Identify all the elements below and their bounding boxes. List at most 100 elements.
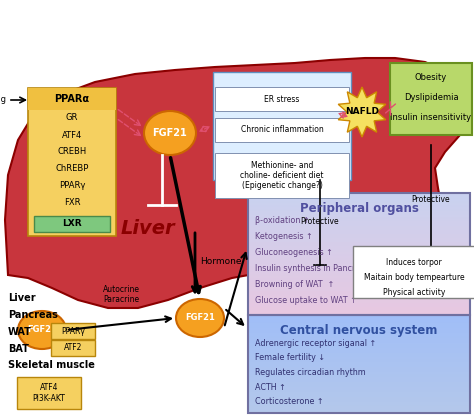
Bar [248, 367, 470, 369]
Bar [248, 390, 470, 392]
Ellipse shape [176, 299, 224, 337]
Bar [248, 336, 470, 338]
Bar [248, 380, 470, 382]
Bar [248, 383, 470, 385]
Bar [248, 215, 470, 217]
Bar [248, 221, 470, 224]
Bar [248, 323, 470, 325]
Text: Regulates circadian rhythm: Regulates circadian rhythm [255, 368, 366, 377]
Bar [248, 347, 470, 349]
FancyBboxPatch shape [28, 88, 116, 110]
Bar [248, 296, 470, 299]
Text: β-oxidation ↑: β-oxidation ↑ [255, 216, 310, 225]
Bar [248, 321, 470, 323]
Bar [248, 324, 470, 327]
Bar [248, 364, 470, 366]
Bar [248, 385, 470, 387]
Text: PPARα: PPARα [55, 94, 90, 104]
Text: ER stress: ER stress [264, 95, 300, 103]
Bar [248, 306, 470, 309]
Text: Skeletal muscle: Skeletal muscle [8, 360, 95, 370]
Text: Female fertility ↓: Female fertility ↓ [255, 354, 325, 362]
Bar [248, 398, 470, 400]
Text: Ketogenesis ↑: Ketogenesis ↑ [255, 232, 313, 241]
Bar [248, 233, 470, 236]
FancyBboxPatch shape [17, 377, 81, 409]
Bar [248, 378, 470, 380]
Bar [248, 280, 470, 283]
Text: Maitain body tempearture: Maitain body tempearture [364, 273, 465, 282]
Bar [248, 231, 470, 234]
Text: Insulin insensitivity: Insulin insensitivity [391, 112, 472, 122]
Text: Peripheral organs: Peripheral organs [300, 202, 419, 215]
Bar [248, 332, 470, 334]
FancyBboxPatch shape [353, 246, 474, 298]
Text: Adrenergic receptor siganal ↑: Adrenergic receptor siganal ↑ [255, 339, 376, 348]
Text: Pancreas: Pancreas [8, 310, 58, 320]
Bar [248, 298, 470, 301]
Bar [248, 352, 470, 354]
Polygon shape [338, 87, 386, 137]
FancyBboxPatch shape [390, 63, 472, 135]
Bar [248, 403, 470, 405]
Bar [248, 268, 470, 270]
Text: FGF21: FGF21 [27, 325, 57, 334]
Bar [248, 243, 470, 246]
FancyBboxPatch shape [28, 88, 116, 236]
Text: Fasting: Fasting [0, 95, 6, 105]
Ellipse shape [144, 111, 196, 155]
Bar [248, 355, 470, 357]
Bar [248, 308, 470, 311]
Bar [248, 404, 470, 406]
Bar [248, 264, 470, 266]
Bar [248, 395, 470, 397]
Bar [248, 245, 470, 248]
Bar [248, 294, 470, 297]
Bar [248, 217, 470, 220]
Bar [248, 376, 470, 379]
Bar [248, 284, 470, 286]
Text: WAT: WAT [8, 327, 32, 337]
Text: ChREBP: ChREBP [55, 164, 89, 173]
Text: Induces torpor: Induces torpor [386, 258, 442, 267]
Ellipse shape [18, 311, 66, 349]
Text: Hormone: Hormone [200, 257, 241, 266]
Bar [248, 276, 470, 278]
Bar [248, 272, 470, 274]
Bar [248, 235, 470, 238]
Bar [248, 193, 470, 195]
Bar [248, 374, 470, 376]
Text: ATF2: ATF2 [64, 344, 82, 352]
Bar [248, 270, 470, 272]
Bar [248, 260, 470, 262]
Bar [248, 362, 470, 364]
Text: LXR: LXR [62, 220, 82, 229]
Bar [248, 211, 470, 213]
FancyBboxPatch shape [215, 87, 349, 111]
Bar [248, 254, 470, 256]
Bar [248, 304, 470, 307]
Bar [248, 266, 470, 268]
Bar [248, 203, 470, 205]
Text: FXR: FXR [64, 198, 80, 208]
Bar [248, 197, 470, 199]
Bar [248, 258, 470, 260]
Bar [248, 278, 470, 281]
Bar [248, 207, 470, 209]
Bar [248, 256, 470, 258]
Bar [248, 342, 470, 344]
Bar [248, 288, 470, 290]
Bar [248, 251, 470, 254]
Bar [248, 315, 470, 317]
Bar [248, 213, 470, 215]
Bar [248, 223, 470, 225]
FancyBboxPatch shape [34, 216, 110, 232]
Text: Protective: Protective [301, 217, 339, 227]
Bar [248, 399, 470, 402]
Text: Obesity: Obesity [415, 73, 447, 81]
Bar [248, 401, 470, 403]
Bar [248, 274, 470, 276]
Text: Physical activity: Physical activity [383, 288, 445, 297]
Bar [248, 349, 470, 351]
Bar [248, 205, 470, 207]
